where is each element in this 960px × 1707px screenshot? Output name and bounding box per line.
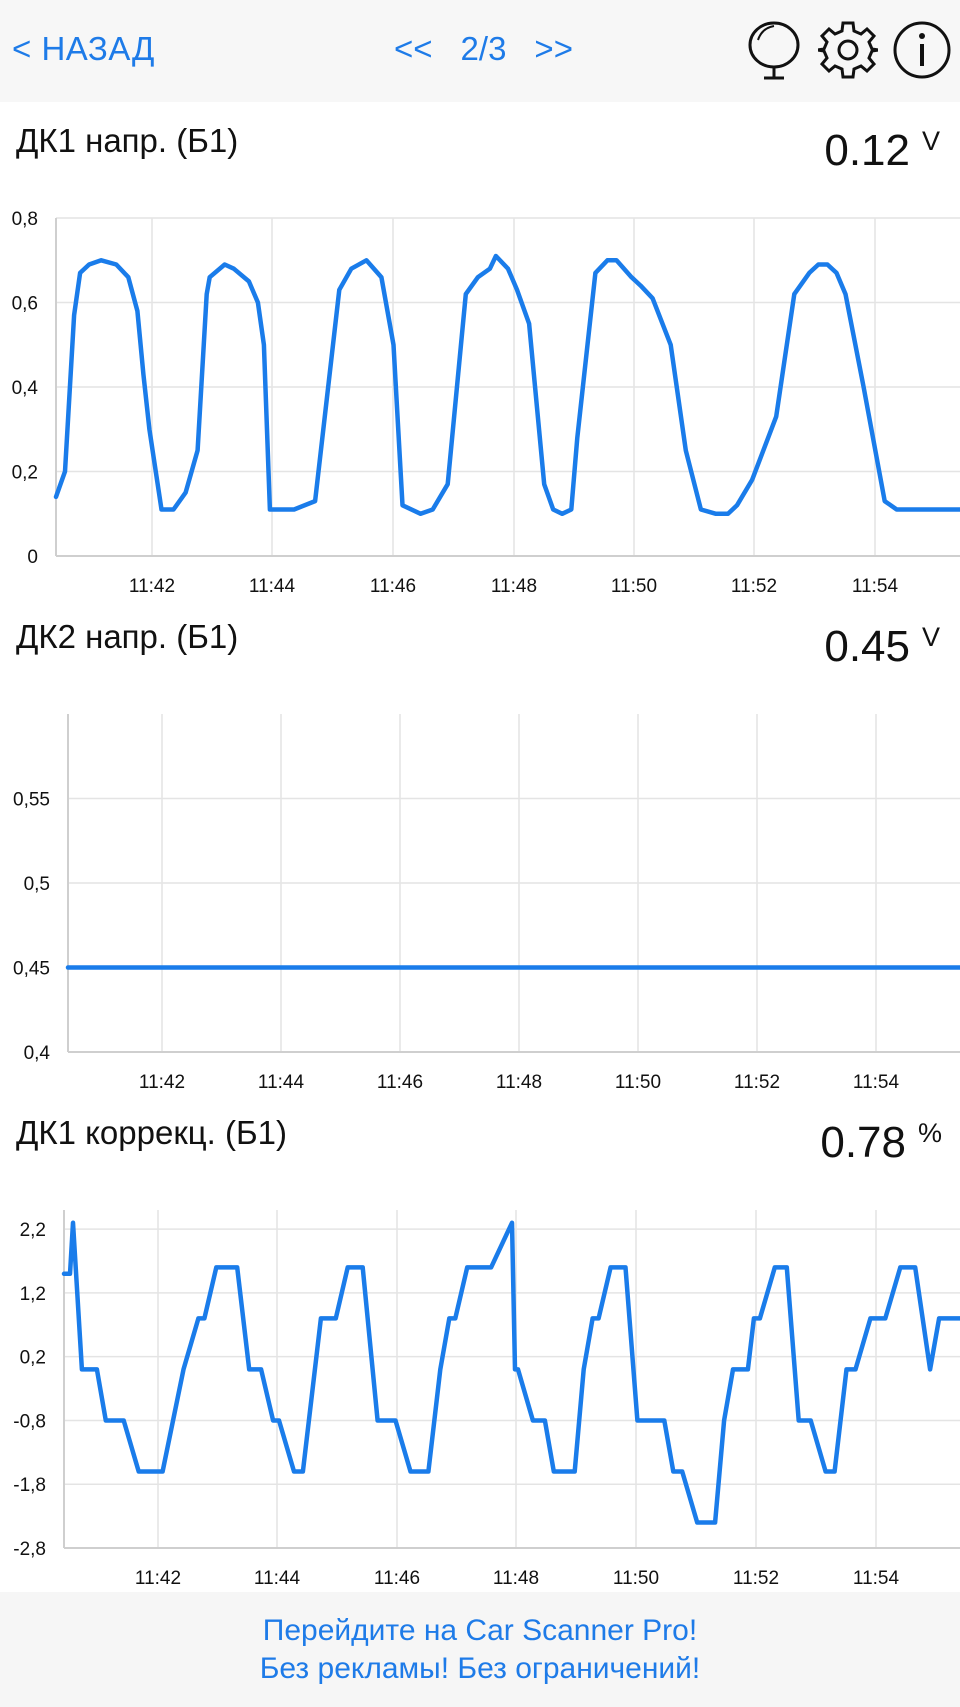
x-tick-label: 11:54	[853, 1568, 900, 1589]
panel-1-title: ДК1 напр. (Б1)	[16, 122, 239, 159]
y-tick-label: 0,45	[13, 959, 50, 980]
top-bar: < НАЗАД << 2/3 >>	[0, 0, 960, 102]
y-tick-label: 0,8	[12, 209, 38, 230]
y-tick-label: 0,6	[12, 294, 38, 315]
x-tick-label: 11:42	[129, 576, 175, 597]
y-tick-label: 0,4	[12, 378, 39, 399]
promo-line-1: Перейдите на Car Scanner Pro!	[262, 1614, 698, 1647]
x-tick-label: 11:50	[613, 1568, 659, 1589]
chart-o2-sensor-1: 11:42 11:44 11:46 11:48 11:50 11:52 11:54 0 0,2 0…	[12, 209, 960, 597]
panel-3-value: 0.78	[820, 1118, 906, 1167]
x-tick-label: 11:44	[254, 1568, 301, 1589]
y-tick-label: 0,2	[20, 1348, 46, 1369]
y-tick-label: 0,4	[24, 1043, 51, 1064]
mirror-icon[interactable]	[744, 18, 804, 82]
x-tick-label: 11:46	[374, 1568, 420, 1589]
x-tick-label: 11:52	[733, 1568, 779, 1589]
info-icon[interactable]	[892, 18, 952, 82]
back-button[interactable]: < НАЗАД	[12, 30, 155, 67]
page-indicator: 2/3	[460, 30, 507, 67]
panel-1-value: 0.12	[824, 126, 910, 175]
y-tick-label: 2,2	[20, 1220, 46, 1241]
x-tick-label: 11:44	[249, 576, 296, 597]
gear-icon[interactable]	[816, 18, 880, 82]
x-tick-label: 11:48	[493, 1568, 539, 1589]
prev-page-button[interactable]: <<	[394, 30, 433, 67]
x-tick-label: 11:54	[853, 1072, 900, 1093]
series-line	[53, 253, 960, 517]
x-tick-label: 11:44	[258, 1072, 305, 1093]
y-tick-label: 0	[27, 547, 38, 568]
panel-3-unit: %	[918, 1118, 943, 1148]
chart-o2-sensor-2: 11:42 11:44 11:46 11:48 11:50 11:52 11:54 0,4 0,…	[13, 714, 960, 1093]
y-tick-label: 1,2	[20, 1284, 46, 1305]
panel-3-title: ДК1 коррекц. (Б1)	[16, 1114, 287, 1151]
toolbar-icons	[744, 18, 952, 82]
series-line	[61, 1220, 960, 1525]
panel-2-value: 0.45	[824, 622, 910, 671]
pro-upgrade-banner[interactable]: Перейдите на Car Scanner Pro! Без реклам…	[0, 1592, 960, 1707]
y-tick-label: -2,8	[13, 1539, 46, 1560]
y-tick-label: 0,2	[12, 463, 38, 484]
chart-fuel-trim: 11:42 11:44 11:46 11:48 11:50 11:52 11:54 -2,8 -…	[13, 1210, 960, 1589]
y-tick-label: 0,5	[24, 874, 50, 895]
promo-line-2: Без рекламы! Без ограничений!	[259, 1652, 701, 1685]
x-tick-label: 11:46	[377, 1072, 423, 1093]
panel-1-unit: V	[922, 126, 941, 156]
x-tick-label: 11:48	[496, 1072, 542, 1093]
x-tick-label: 11:52	[731, 576, 777, 597]
panel-2-unit: V	[922, 622, 941, 652]
x-tick-label: 11:52	[734, 1072, 780, 1093]
x-tick-label: 11:46	[370, 576, 416, 597]
y-tick-label: -1,8	[13, 1475, 46, 1496]
x-tick-label: 11:54	[852, 576, 899, 597]
page-navigator: << 2/3 >>	[394, 30, 573, 68]
x-tick-label: 11:50	[615, 1072, 661, 1093]
x-tick-label: 11:50	[611, 576, 657, 597]
panel-2-title: ДК2 напр. (Б1)	[16, 618, 239, 655]
x-tick-label: 11:42	[139, 1072, 185, 1093]
x-tick-label: 11:42	[135, 1568, 181, 1589]
y-tick-label: -0,8	[13, 1411, 46, 1432]
next-page-button[interactable]: >>	[534, 30, 573, 67]
y-tick-label: 0,55	[13, 790, 50, 811]
x-tick-label: 11:48	[491, 576, 537, 597]
